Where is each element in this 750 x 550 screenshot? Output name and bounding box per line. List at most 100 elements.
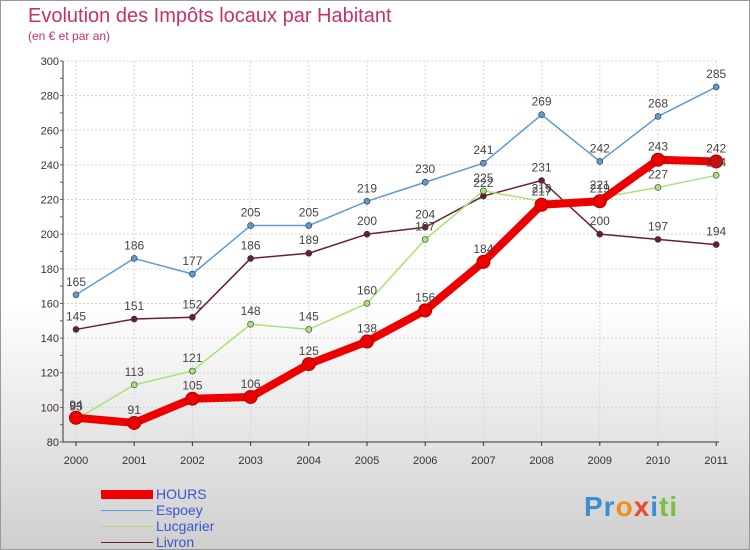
data-label-hours-2004: 125 bbox=[299, 344, 319, 358]
data-label-lucgarier-2008: 219 bbox=[532, 181, 552, 195]
series-line-hours bbox=[72, 155, 721, 427]
x-tick-label-2003: 2003 bbox=[238, 455, 262, 467]
data-label-livron-2006: 204 bbox=[415, 207, 435, 221]
point-espoey-2006 bbox=[421, 178, 429, 186]
legend-swatch-livron bbox=[101, 542, 153, 543]
y-tick-label-180: 180 bbox=[41, 264, 59, 276]
point-hours-2008 bbox=[534, 197, 549, 212]
y-tick-label-80: 80 bbox=[47, 437, 59, 449]
data-label-espoey-2001: 186 bbox=[124, 238, 144, 252]
data-label-livron-2005: 200 bbox=[357, 214, 377, 228]
data-label-hours-2002: 105 bbox=[182, 379, 202, 393]
point-livron-2005 bbox=[363, 230, 371, 238]
data-label-livron-2011: 194 bbox=[706, 225, 726, 239]
data-label-livron-2000: 145 bbox=[66, 309, 86, 323]
data-label-hours-2010: 243 bbox=[648, 140, 668, 154]
y-tick-label-100: 100 bbox=[41, 402, 59, 414]
data-label-lucgarier-2010: 227 bbox=[648, 167, 668, 181]
logo-part-4: i bbox=[650, 491, 660, 522]
point-livron-2001 bbox=[130, 315, 138, 323]
point-lucgarier-2004 bbox=[305, 326, 313, 333]
data-label-espoey-2006: 230 bbox=[415, 162, 435, 176]
data-label-espoey-2009: 242 bbox=[590, 141, 610, 155]
data-label-lucgarier-2007: 225 bbox=[473, 171, 493, 185]
point-hours-2009 bbox=[592, 194, 607, 209]
x-tick-label-2002: 2002 bbox=[180, 455, 204, 467]
data-label-espoey-2002: 177 bbox=[182, 254, 202, 268]
series-line-livron bbox=[75, 179, 717, 331]
data-label-lucgarier-2003: 148 bbox=[241, 304, 261, 318]
data-label-livron-2010: 197 bbox=[648, 219, 668, 233]
point-espoey-2000 bbox=[72, 291, 80, 299]
logo-part-6: i bbox=[669, 491, 679, 522]
data-label-lucgarier-2001: 113 bbox=[125, 365, 144, 379]
data-label-livron-2001: 151 bbox=[124, 299, 144, 313]
point-hours-2007 bbox=[476, 254, 491, 269]
point-livron-2009 bbox=[596, 230, 604, 238]
data-label-hours-2006: 156 bbox=[415, 290, 435, 304]
x-tick-label-2010: 2010 bbox=[646, 455, 670, 467]
point-hours-2003 bbox=[243, 389, 258, 404]
chart-title: Evolution des Impôts locaux par Habitant bbox=[28, 5, 392, 27]
point-espoey-2005 bbox=[363, 197, 371, 205]
data-label-lucgarier-2002: 121 bbox=[182, 351, 202, 365]
data-label-lucgarier-2009: 221 bbox=[590, 178, 610, 192]
point-espoey-2001 bbox=[130, 255, 138, 262]
data-label-espoey-2008: 269 bbox=[532, 95, 552, 109]
data-label-livron-2007: 222 bbox=[473, 176, 493, 190]
data-label-espoey-2000: 165 bbox=[66, 275, 86, 289]
x-tick-label-2000: 2000 bbox=[64, 455, 88, 467]
data-label-lucgarier-2004: 145 bbox=[299, 309, 319, 323]
y-tick-label-260: 260 bbox=[41, 125, 59, 137]
y-tick-label-300: 300 bbox=[41, 56, 59, 68]
x-tick-label-2009: 2009 bbox=[588, 455, 612, 467]
data-label-hours-2000: 94 bbox=[69, 398, 83, 412]
point-espoey-2008 bbox=[538, 111, 545, 118]
logo-part-2: o bbox=[615, 491, 634, 522]
y-tick-label-280: 280 bbox=[41, 91, 59, 103]
point-livron-2003 bbox=[247, 255, 254, 262]
x-tick-label-2005: 2005 bbox=[355, 455, 379, 467]
point-hours-2011 bbox=[709, 154, 724, 169]
legend-label-livron: Livron bbox=[156, 534, 195, 550]
y-tick-label-140: 140 bbox=[41, 333, 59, 345]
y-tick-label-200: 200 bbox=[41, 229, 59, 241]
point-lucgarier-2003 bbox=[247, 320, 254, 328]
x-tick-label-2006: 2006 bbox=[413, 455, 437, 467]
point-espoey-2010 bbox=[654, 113, 662, 120]
y-tick-label-120: 120 bbox=[41, 368, 59, 380]
logo-part-3: x bbox=[633, 491, 651, 522]
data-label-hours-2007: 184 bbox=[473, 242, 493, 256]
x-tick-label-2004: 2004 bbox=[297, 455, 321, 467]
data-label-espoey-2005: 219 bbox=[357, 181, 377, 195]
x-tick-label-2007: 2007 bbox=[471, 455, 495, 467]
point-lucgarier-2001 bbox=[130, 381, 138, 389]
point-hours-2001 bbox=[127, 415, 142, 430]
series-line-lucgarier bbox=[75, 174, 717, 421]
point-lucgarier-2002 bbox=[189, 367, 196, 375]
point-lucgarier-2006 bbox=[421, 236, 429, 243]
data-label-hours-2001: 91 bbox=[128, 403, 142, 417]
y-tick-label-240: 240 bbox=[41, 160, 59, 172]
point-espoey-2003 bbox=[247, 222, 254, 229]
point-livron-2011 bbox=[712, 241, 720, 248]
data-label-lucgarier-2011: 234 bbox=[706, 155, 726, 169]
x-tick-label-2001: 2001 bbox=[122, 455, 146, 467]
data-label-livron-2003: 186 bbox=[241, 238, 261, 252]
legend-label-hours: HOURS bbox=[156, 486, 207, 502]
data-label-hours-2009: 219 bbox=[590, 181, 610, 195]
point-hours-2004 bbox=[301, 357, 316, 372]
logo-part-1: Pr bbox=[584, 491, 616, 522]
x-tick-label-2011: 2011 bbox=[704, 455, 728, 467]
point-livron-2004 bbox=[305, 249, 313, 257]
data-label-espoey-2004: 205 bbox=[299, 206, 319, 220]
point-hours-2005 bbox=[360, 334, 374, 349]
point-hours-2006 bbox=[418, 303, 433, 318]
point-livron-2006 bbox=[421, 223, 429, 231]
legend-swatch-espoey bbox=[101, 510, 153, 511]
point-hours-2002 bbox=[185, 391, 200, 406]
data-label-espoey-2010: 268 bbox=[648, 96, 668, 110]
